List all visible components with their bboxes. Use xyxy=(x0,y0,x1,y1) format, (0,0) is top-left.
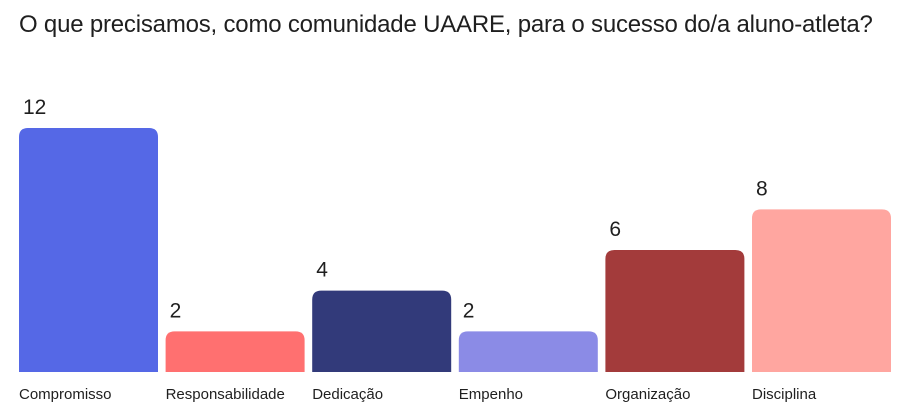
category-label: Organização xyxy=(605,386,690,403)
value-label: 4 xyxy=(316,259,328,282)
category-label: Responsabilidade xyxy=(166,386,285,403)
bar-compromisso xyxy=(19,128,158,372)
value-label: 2 xyxy=(170,299,182,322)
bar-responsabilidade xyxy=(165,331,305,372)
value-label: 2 xyxy=(463,299,475,322)
bar-empenho xyxy=(458,331,598,372)
category-label: Compromisso xyxy=(19,386,112,403)
bar-organização xyxy=(605,250,745,372)
bar-dedicação xyxy=(312,290,452,372)
chart-title: O que precisamos, como comunidade UAARE,… xyxy=(19,11,873,38)
category-label: Disciplina xyxy=(752,386,817,403)
value-label: 6 xyxy=(609,218,621,241)
value-label: 12 xyxy=(23,96,46,119)
category-label: Empenho xyxy=(459,386,523,403)
value-label: 8 xyxy=(756,177,768,200)
category-label: Dedicação xyxy=(312,386,383,403)
bar-disciplina xyxy=(752,209,891,372)
